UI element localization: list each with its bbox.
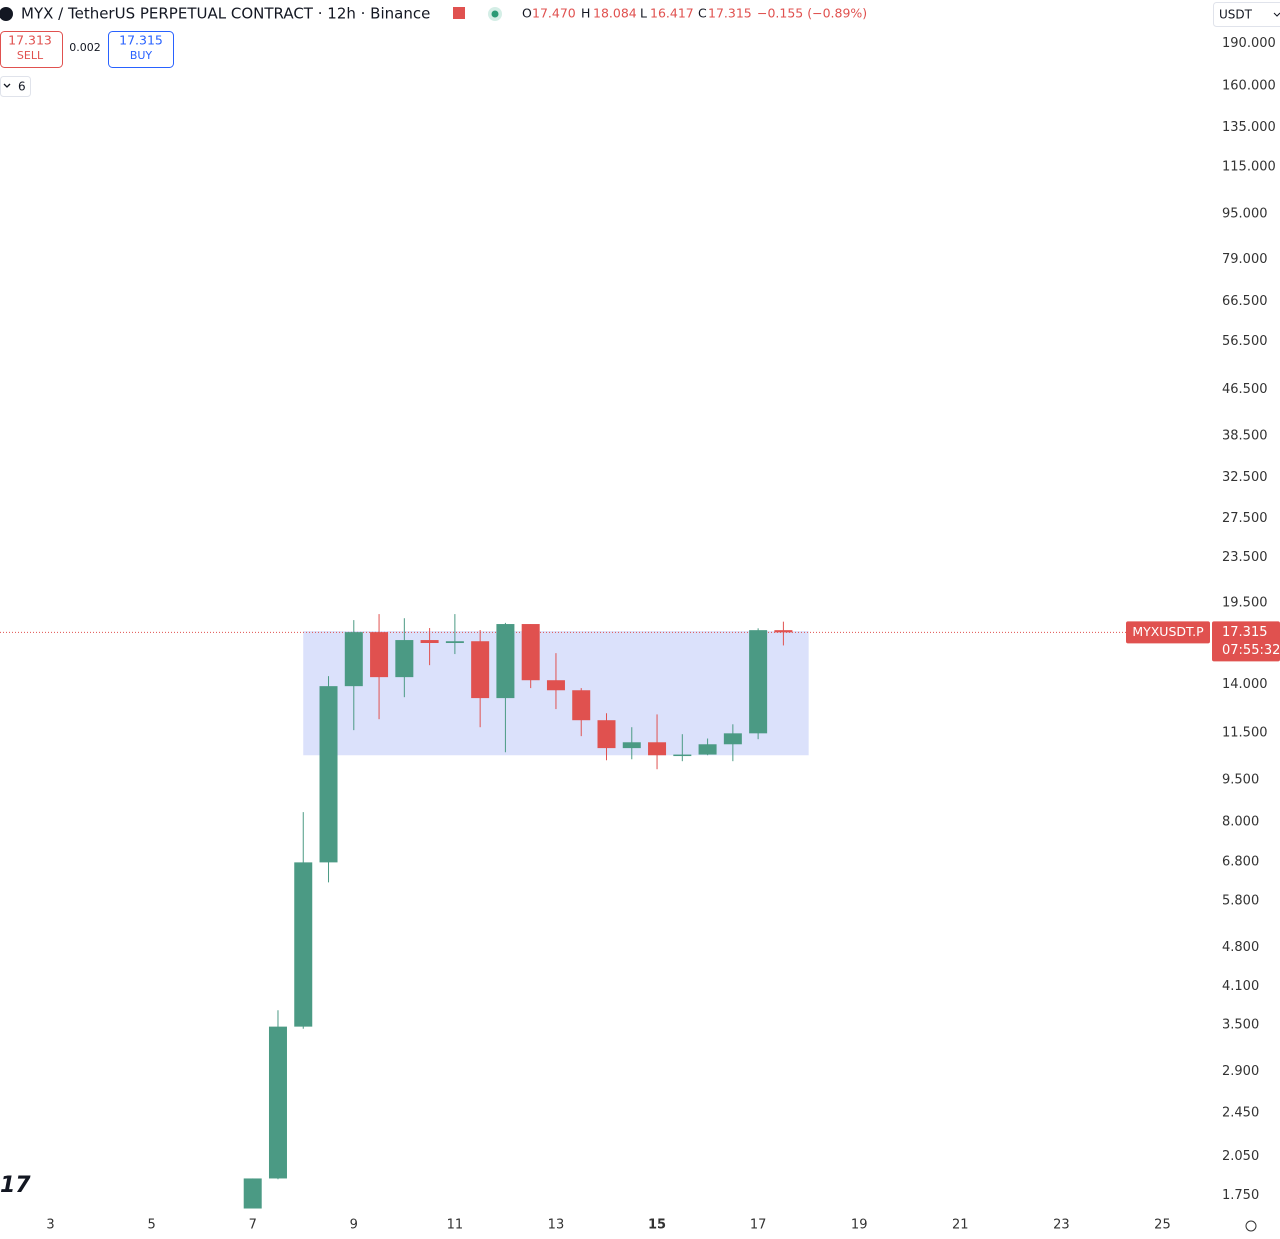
x-tick-label: 19: [851, 1218, 868, 1233]
buy-label: BUY: [130, 49, 153, 62]
chevron: [1273, 12, 1280, 17]
y-tick-label: 11.500: [1222, 725, 1268, 740]
logo: 17: [0, 1173, 31, 1198]
x-tick-label: 23: [1053, 1218, 1070, 1233]
x-tick-label: 11: [447, 1218, 464, 1233]
y-tick-label: 95.000: [1222, 207, 1268, 222]
x-tick-label: 25: [1154, 1218, 1171, 1233]
x-tick-label: 9: [350, 1218, 358, 1233]
indicators-count: 6: [18, 80, 26, 94]
status-dot: [491, 10, 499, 18]
y-tick-label: 4.100: [1222, 979, 1259, 994]
sell-button[interactable]: [0, 31, 63, 68]
candle-body: [622, 742, 641, 749]
candle-body: [294, 862, 313, 1027]
candle-body: [395, 640, 414, 678]
x-tick-label: 7: [249, 1218, 257, 1233]
y-tick-label: 27.500: [1222, 511, 1268, 526]
x-tick-label: 13: [548, 1218, 565, 1233]
price-label: 17.315: [1222, 625, 1268, 640]
y-tick-label: 14.000: [1222, 677, 1268, 692]
candle-body: [723, 733, 742, 745]
y-tick-label: 2.450: [1222, 1105, 1259, 1120]
y-tick-label: 19.500: [1222, 596, 1268, 611]
candle-body: [420, 640, 439, 644]
ohlc-legend: O 17.470 H 18.084 L 16.417 C 17.315 −0.1…: [522, 6, 867, 21]
flag-icon[interactable]: [453, 7, 465, 19]
y-tick-label: 5.800: [1222, 894, 1259, 909]
candle-body: [546, 680, 565, 691]
y-tick-label: 38.500: [1222, 428, 1268, 443]
legend-key: O: [522, 6, 532, 21]
buy-price: 17.315: [119, 33, 163, 48]
legend-value: 18.084: [593, 6, 637, 21]
y-tick-label: 79.000: [1222, 252, 1268, 267]
legend-value: 16.417: [650, 6, 694, 21]
candle-body: [749, 630, 768, 734]
buy-button[interactable]: [108, 31, 174, 68]
y-tick-label: 8.000: [1222, 815, 1259, 830]
y-tick-label: 190.000: [1222, 36, 1276, 51]
legend-value: 17.470: [532, 6, 576, 21]
y-tick-label: 56.500: [1222, 334, 1268, 349]
legend-value: 17.315: [708, 6, 752, 21]
spread: 0.002: [69, 41, 101, 54]
indicators-toggle[interactable]: [0, 76, 31, 97]
symbol-label-bg: [1126, 621, 1210, 644]
y-tick-label: 160.000: [1222, 78, 1276, 93]
price-label-bg: [1212, 621, 1280, 662]
y-tick-label: 32.500: [1222, 470, 1268, 485]
currency: USDT: [1219, 8, 1253, 22]
y-tick-label: 135.000: [1222, 120, 1276, 135]
candle-body: [496, 624, 515, 699]
x-tick-label: 17: [750, 1218, 767, 1233]
plot: [0, 614, 1213, 1209]
y-tick-label: 1.750: [1222, 1188, 1259, 1203]
sell-price: 17.313: [8, 33, 52, 48]
y-tick-label: 9.500: [1222, 772, 1259, 787]
symbol-label: MYXUSDT.P: [1132, 624, 1204, 639]
candle-body: [319, 686, 338, 863]
candle-body: [774, 630, 793, 633]
candle-body: [370, 632, 389, 678]
title: MYX / TetherUS PERPETUAL CONTRACT · 12h …: [21, 5, 430, 23]
x-tick-label: 21: [952, 1218, 969, 1233]
currency-select[interactable]: [1213, 2, 1280, 27]
candle-body: [268, 1026, 287, 1179]
candle-body: [572, 690, 591, 721]
candle-body: [698, 744, 717, 755]
legend-key: H: [581, 6, 590, 21]
countdown: 07:55:32: [1222, 643, 1280, 658]
candle-body: [648, 742, 667, 756]
settings-icon[interactable]: [1245, 1220, 1257, 1232]
candle-body: [673, 754, 692, 757]
x-tick-label: 3: [46, 1218, 54, 1233]
candle-body: [471, 641, 490, 699]
y-tick-label: 2.900: [1222, 1064, 1259, 1079]
x-tick-label: 5: [147, 1218, 155, 1233]
y-tick-label: 66.500: [1222, 294, 1268, 309]
legend-key: L: [640, 6, 647, 21]
candle-body: [597, 720, 616, 749]
chevron: [3, 83, 11, 88]
candle-body: [344, 632, 363, 687]
candle-body: [243, 1178, 262, 1209]
sell-label: SELL: [17, 49, 44, 62]
legend-key: C: [698, 6, 707, 21]
candle-body: [445, 641, 464, 644]
y-tick-label: 6.800: [1222, 855, 1259, 870]
symbol-icon: [0, 7, 13, 21]
x-tick-label: 15: [648, 1218, 666, 1233]
y-tick-label: 2.050: [1222, 1149, 1259, 1164]
y-tick-label: 4.800: [1222, 940, 1259, 955]
candle-body: [521, 624, 540, 681]
y-tick-label: 115.000: [1222, 160, 1276, 175]
y-tick-label: 23.500: [1222, 550, 1268, 565]
y-tick-label: 3.500: [1222, 1018, 1259, 1033]
y-tick-label: 46.500: [1222, 382, 1268, 397]
legend-change: −0.155 (−0.89%): [757, 6, 867, 21]
